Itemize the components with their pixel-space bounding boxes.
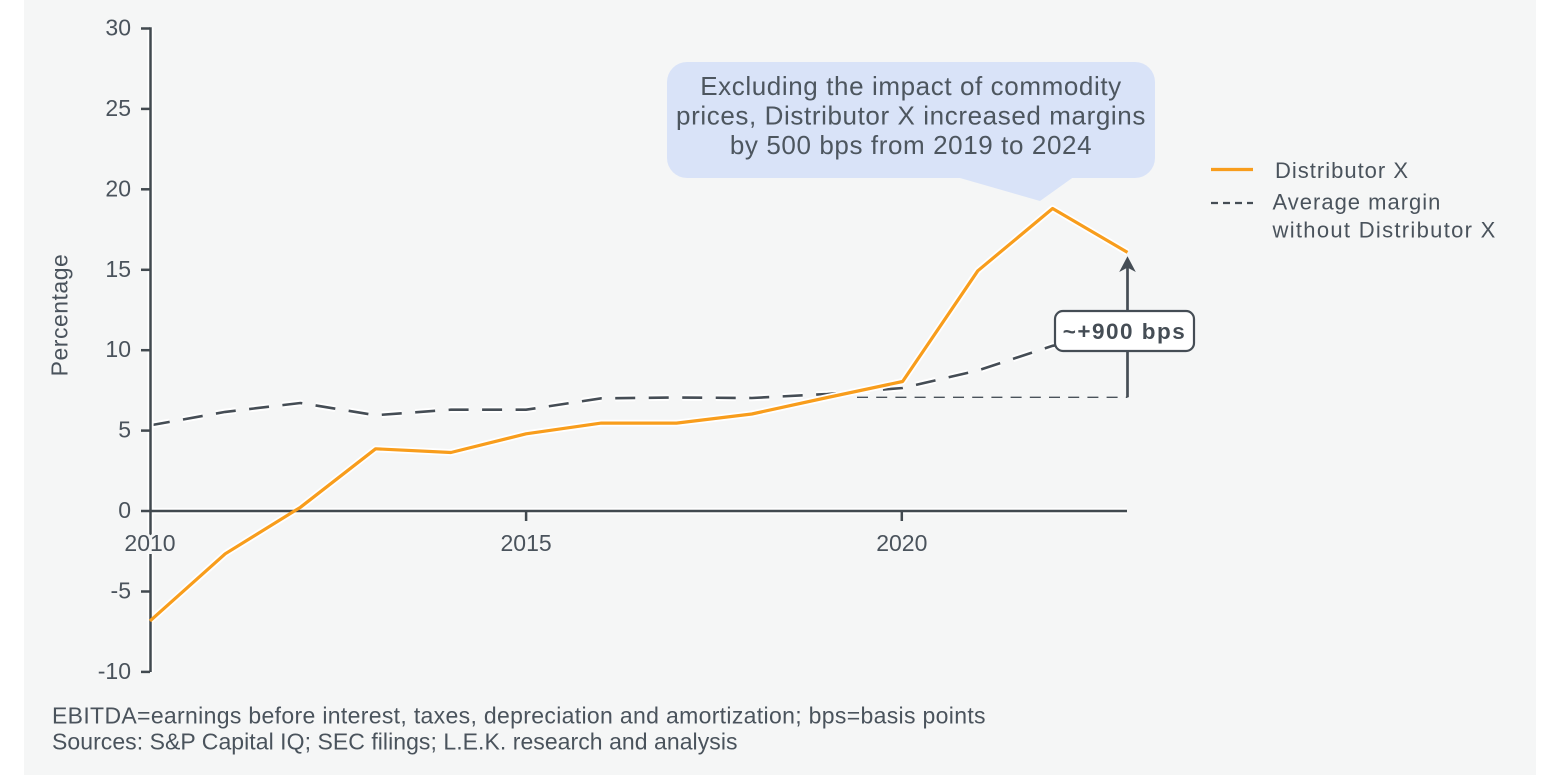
svg-text:EBITDA=earnings before interes: EBITDA=earnings before interest, taxes, … — [52, 703, 986, 729]
svg-text:2010: 2010 — [124, 530, 175, 556]
svg-text:-10: -10 — [98, 658, 131, 684]
svg-text:0: 0 — [118, 497, 131, 523]
svg-text:30: 30 — [105, 15, 131, 41]
svg-text:15: 15 — [105, 256, 131, 282]
svg-text:2020: 2020 — [876, 530, 927, 556]
svg-text:10: 10 — [105, 336, 131, 362]
svg-text:by 500 bps from 2019 to 2024: by 500 bps from 2019 to 2024 — [730, 130, 1092, 160]
svg-text:without Distributor X: without Distributor X — [1272, 218, 1497, 243]
svg-text:25: 25 — [105, 95, 131, 121]
svg-text:Distributor X: Distributor X — [1275, 158, 1409, 183]
svg-text:20: 20 — [105, 175, 131, 201]
svg-text:Percentage: Percentage — [47, 254, 73, 377]
svg-text:prices, Distributor X increase: prices, Distributor X increased margins — [676, 101, 1146, 131]
svg-text:~+900 bps: ~+900 bps — [1063, 319, 1187, 344]
svg-text:Average margin: Average margin — [1273, 190, 1442, 215]
svg-text:5: 5 — [118, 417, 131, 443]
svg-text:Sources: S&P Capital IQ; SEC f: Sources: S&P Capital IQ; SEC filings; L.… — [52, 729, 738, 755]
svg-text:-5: -5 — [111, 578, 131, 604]
svg-text:2015: 2015 — [501, 530, 552, 556]
svg-text:Excluding the impact of commod: Excluding the impact of commodity — [700, 71, 1122, 101]
